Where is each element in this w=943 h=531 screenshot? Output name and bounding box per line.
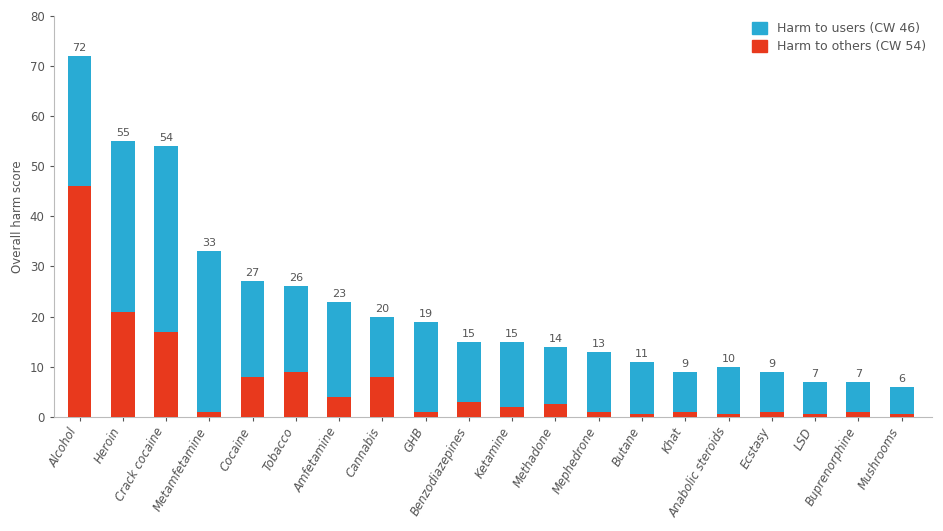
Bar [68,186,91,417]
Bar [371,376,394,417]
Bar [889,387,914,414]
Bar [414,412,438,417]
Bar [284,372,307,417]
Text: 7: 7 [812,369,819,379]
Bar [111,141,135,312]
Bar [457,341,481,401]
Bar [240,281,264,376]
Bar [111,312,135,417]
Text: 11: 11 [635,348,649,358]
Text: 20: 20 [375,304,389,313]
Text: 6: 6 [898,374,905,383]
Text: 33: 33 [203,238,216,249]
Bar [760,412,784,417]
Bar [803,382,827,414]
Text: 10: 10 [721,354,736,364]
Bar [673,372,697,412]
Bar [717,366,740,414]
Bar [543,347,568,404]
Text: 72: 72 [73,43,87,53]
Text: 15: 15 [505,329,520,339]
Bar [414,322,438,412]
Bar [673,412,697,417]
Bar [889,414,914,417]
Bar [154,147,178,331]
Bar [847,412,870,417]
Bar [154,331,178,417]
Bar [240,376,264,417]
Bar [760,372,784,412]
Bar [630,414,653,417]
Bar [803,414,827,417]
Text: 15: 15 [462,329,476,339]
Bar [501,407,524,417]
Bar [501,341,524,407]
Bar [630,362,653,414]
Text: 7: 7 [854,369,862,379]
Bar [717,414,740,417]
Text: 14: 14 [549,333,563,344]
Text: 54: 54 [159,133,174,143]
Bar [284,287,307,372]
Bar [847,382,870,412]
Bar [457,401,481,417]
Bar [197,252,222,412]
Text: 55: 55 [116,129,130,138]
Bar [68,56,91,186]
Bar [587,412,611,417]
Text: 9: 9 [682,358,688,369]
Bar [587,352,611,412]
Y-axis label: Overall harm score: Overall harm score [11,160,25,273]
Text: 26: 26 [289,273,303,284]
Text: 19: 19 [419,309,433,319]
Bar [371,316,394,376]
Text: 27: 27 [245,269,259,278]
Bar [327,302,351,397]
Text: 9: 9 [769,358,775,369]
Bar [543,404,568,417]
Bar [197,412,222,417]
Legend: Harm to users (CW 46), Harm to others (CW 54): Harm to users (CW 46), Harm to others (C… [752,22,926,53]
Bar [327,397,351,417]
Text: 13: 13 [592,339,605,348]
Text: 23: 23 [332,288,346,298]
